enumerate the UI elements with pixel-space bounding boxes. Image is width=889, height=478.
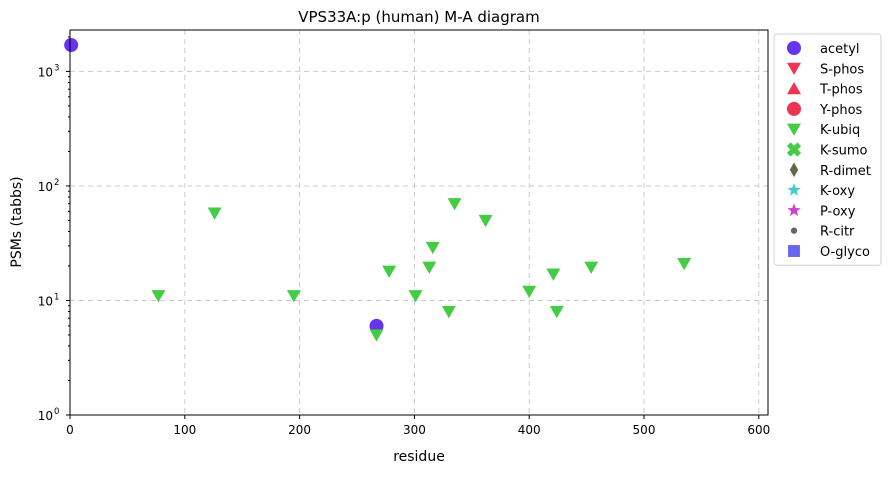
legend-marker-k-ubiq-shape (787, 123, 801, 136)
legend-box (773, 33, 882, 266)
grid-layer (69, 30, 768, 416)
point-k-ubiq (286, 290, 301, 303)
x-tick-label: 100 (173, 423, 196, 437)
legend-label-acetyl: acetyl (820, 42, 860, 57)
legend-marker-k-ubiq (787, 123, 801, 136)
point-k-ubiq (584, 261, 599, 274)
legend-marker-k-sumo-stroke-b (786, 142, 802, 157)
point-k-ubiq (522, 285, 537, 299)
point-k-ubiq (478, 214, 493, 228)
point-k-ubiq-shape (151, 290, 166, 303)
legend-label-k-oxy: K-oxy (820, 184, 855, 199)
point-k-ubiq-shape (207, 207, 222, 220)
x-tick-label: 400 (518, 423, 541, 437)
legend-marker-r-citr-shape (790, 227, 798, 234)
point-k-ubiq (382, 265, 397, 278)
legend-marker-r-dimet (789, 162, 799, 178)
point-k-ubiq-shape (369, 329, 384, 342)
point-k-ubiq-shape (408, 290, 423, 303)
legend-label-t-phos: T-phos (819, 83, 863, 98)
x-tick-label: 300 (403, 423, 426, 437)
point-k-ubiq (408, 290, 423, 303)
legend-marker-t-phos-shape (787, 81, 801, 95)
legend-marker-acetyl-shape (787, 41, 801, 55)
point-acetyl-shape (64, 38, 79, 53)
legend-marker-r-citr (790, 227, 798, 234)
point-k-ubiq (447, 198, 462, 211)
legend-marker-t-phos (787, 81, 801, 95)
legend-label-k-sumo: K-sumo (820, 144, 868, 159)
x-tick-label: 0 (66, 423, 74, 437)
x-axis-label: residue (393, 449, 445, 465)
x-tick-label: 500 (633, 423, 656, 437)
legend-marker-o-glyco-shape (788, 245, 800, 257)
point-k-ubiq (546, 268, 561, 281)
y-tick-exponent: 0 (54, 407, 59, 417)
point-k-ubiq-shape (422, 261, 437, 274)
x-tick-label: 200 (288, 423, 311, 437)
y-tick-exponent: 2 (54, 178, 59, 188)
legend-label-p-oxy: P-oxy (820, 204, 856, 219)
legend-marker-y-phos-shape (787, 101, 801, 116)
legend-label-o-glyco: O-glyco (820, 245, 870, 260)
plot-frame (69, 29, 769, 416)
point-k-ubiq (677, 257, 692, 271)
point-k-ubiq-shape (286, 290, 301, 303)
point-k-ubiq (441, 305, 456, 319)
legend-label-k-ubiq: K-ubiq (820, 123, 860, 138)
y-tick-label: 10 (38, 294, 53, 308)
point-k-ubiq-shape (677, 257, 692, 271)
y-tick-exponent: 1 (54, 292, 59, 302)
legend-marker-p-oxy (787, 203, 801, 217)
point-k-ubiq-shape (549, 305, 564, 319)
legend-marker-r-dimet-shape (789, 162, 799, 178)
legend-label-y-phos: Y-phos (819, 103, 863, 118)
point-k-ubiq-shape (478, 214, 493, 228)
y-tick-label: 10 (38, 180, 53, 194)
legend-marker-k-oxy-shape (787, 183, 801, 196)
point-k-ubiq-shape (425, 241, 440, 255)
y-tick-label: 10 (38, 409, 53, 423)
legend-marker-k-oxy (787, 183, 801, 196)
y-tick-label: 10 (38, 65, 53, 79)
legend-marker-k-sumo (786, 142, 802, 157)
point-k-ubiq (151, 290, 166, 303)
legend-marker-s-phos (787, 62, 801, 75)
points-layer (64, 38, 692, 342)
chart-title: VPS33A:p (human) M-A diagram (298, 8, 539, 26)
x-tick-label: 600 (747, 423, 770, 437)
y-tick-exponent: 3 (54, 63, 59, 73)
y-axis-label: PSMs (tabbs) (9, 176, 25, 267)
point-k-ubiq (425, 241, 440, 255)
legend-label-r-citr: R-citr (820, 225, 855, 240)
legend-label-r-dimet: R-dimet (820, 164, 871, 179)
point-k-ubiq-shape (522, 285, 537, 299)
point-k-ubiq-shape (382, 265, 397, 278)
point-acetyl (64, 38, 79, 53)
point-k-ubiq-shape (584, 261, 599, 274)
legend-marker-s-phos-shape (787, 62, 801, 75)
legend-marker-o-glyco (788, 245, 800, 257)
point-k-ubiq-shape (441, 305, 456, 319)
point-k-ubiq (207, 207, 222, 220)
legend-marker-acetyl (787, 41, 801, 55)
legend: acetyl S-phos T-phos Y-phos K-ubiq K-sumo R-di… (773, 33, 882, 266)
legend-marker-y-phos (787, 101, 801, 116)
legend-marker-p-oxy-shape (787, 203, 801, 217)
point-k-ubiq-shape (546, 268, 561, 281)
point-k-ubiq (422, 261, 437, 274)
point-k-ubiq-shape (447, 198, 462, 211)
point-k-ubiq (549, 305, 564, 319)
legend-label-s-phos: S-phos (820, 62, 864, 77)
point-k-ubiq (369, 329, 384, 342)
